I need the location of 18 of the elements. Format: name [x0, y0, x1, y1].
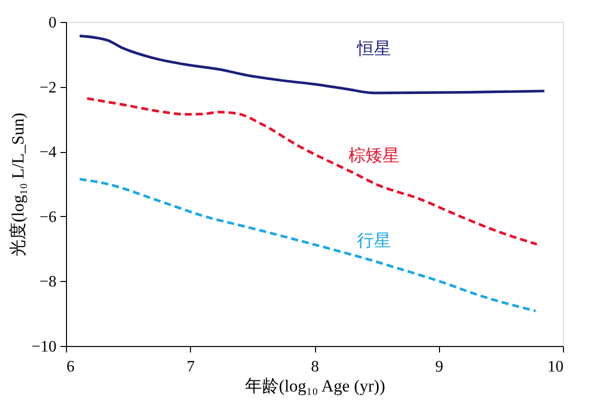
series-label: 行星	[357, 231, 392, 250]
x-tick-label: 8	[311, 358, 319, 376]
x-tick-label: 9	[435, 358, 444, 376]
x-axis-title: 年龄(log₁₀ Age (yr))	[244, 376, 386, 396]
x-tick-label: 7	[186, 358, 195, 376]
line-series	[78, 178, 537, 312]
y-tick-label: −6	[39, 208, 56, 226]
x-tick-label: 10	[548, 358, 564, 376]
line-series	[78, 34, 546, 94]
x-tick-label: 6	[66, 358, 74, 376]
series-label: 恒星	[356, 38, 392, 58]
y-tick-label: −2	[39, 79, 56, 96]
y-tick-label: −4	[39, 144, 56, 162]
y-tick-label: 0	[48, 14, 56, 32]
y-tick-label: −8	[39, 274, 56, 291]
series-label: 棕矮星	[348, 146, 400, 166]
y-axis-title: 光度(log₁₀ L/L_Sun)	[8, 112, 28, 256]
y-tick-label: −10	[31, 338, 56, 356]
